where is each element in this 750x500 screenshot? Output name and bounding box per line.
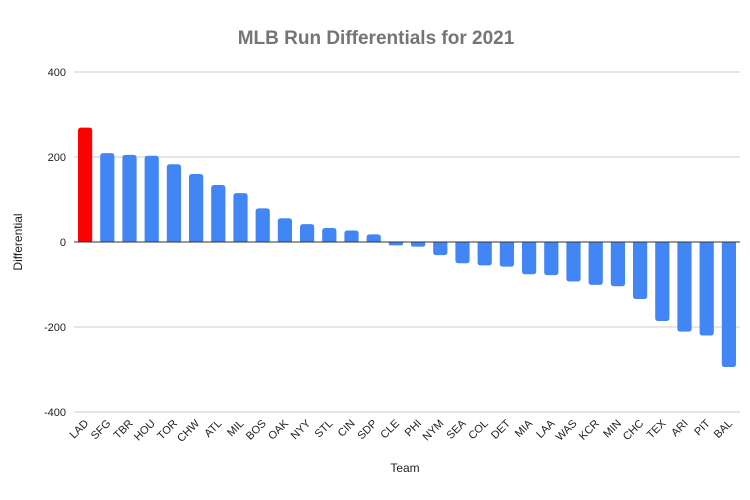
bar-chc bbox=[632, 242, 648, 299]
x-tick-label: PIT bbox=[692, 417, 713, 438]
x-tick-label: BOS bbox=[244, 418, 269, 443]
x-tick-label: HOU bbox=[132, 418, 158, 444]
bar-chw bbox=[188, 174, 204, 242]
bar-pit bbox=[699, 242, 714, 336]
bar-bal bbox=[721, 242, 737, 367]
y-tick-label: 200 bbox=[48, 152, 66, 164]
x-tick-label: LAD bbox=[68, 418, 92, 442]
bar-sea bbox=[455, 242, 470, 264]
x-tick-label: CHC bbox=[621, 418, 646, 443]
x-tick-label: ARI bbox=[669, 418, 690, 439]
bar-hou bbox=[144, 155, 159, 242]
x-tick-label: MIL bbox=[225, 418, 246, 439]
bar-oak bbox=[277, 218, 293, 242]
y-tick-label: 400 bbox=[48, 67, 66, 79]
y-tick-label: 0 bbox=[60, 237, 66, 249]
x-tick-label: SEA bbox=[445, 417, 470, 442]
x-tick-label: CIN bbox=[336, 418, 358, 440]
bar-sfg bbox=[100, 153, 115, 242]
x-tick-label: CLE bbox=[378, 418, 402, 442]
x-tick-label: STL bbox=[313, 418, 336, 441]
chart-title: MLB Run Differentials for 2021 bbox=[238, 28, 515, 49]
y-tick-label: -400 bbox=[44, 407, 66, 419]
x-tick-label: MIN bbox=[601, 418, 624, 441]
bar-laa bbox=[544, 242, 559, 276]
x-tick-label: CHW bbox=[175, 417, 202, 444]
bar-tor bbox=[166, 164, 182, 242]
bar-bos bbox=[255, 208, 270, 242]
x-tick-label: TEX bbox=[645, 417, 669, 441]
bar-col bbox=[477, 242, 492, 266]
bar-cle bbox=[388, 242, 404, 246]
x-tick-label: LAA bbox=[534, 417, 558, 441]
bar-nyy bbox=[299, 224, 315, 242]
bar-sdp bbox=[366, 234, 381, 242]
bar-stl bbox=[322, 227, 337, 242]
bar-min bbox=[610, 242, 626, 287]
bar-mil bbox=[233, 193, 248, 242]
y-tick-label: -200 bbox=[44, 322, 66, 334]
bar-cin bbox=[344, 230, 359, 242]
x-tick-label: ATL bbox=[202, 418, 224, 440]
x-tick-label: DET bbox=[489, 417, 513, 441]
bar-lad bbox=[77, 127, 93, 242]
x-tick-label: SDP bbox=[355, 418, 379, 442]
bar-nym bbox=[433, 242, 448, 256]
x-tick-label: NYM bbox=[421, 418, 447, 444]
bar-tex bbox=[655, 242, 670, 322]
y-axis-ticks: -400 -200 0 200 400 bbox=[44, 67, 66, 419]
x-tick-label: NYY bbox=[289, 417, 314, 442]
bar-atl bbox=[211, 185, 226, 242]
x-axis-label: Team bbox=[390, 461, 419, 475]
bar-was bbox=[566, 242, 581, 282]
x-tick-label: OAK bbox=[266, 417, 291, 442]
x-tick-label: MIA bbox=[513, 417, 536, 440]
bar-phi bbox=[410, 242, 426, 247]
bar-tbr bbox=[122, 154, 137, 242]
x-tick-label: WAS bbox=[554, 418, 580, 444]
x-tick-label: COL bbox=[466, 418, 490, 442]
bar-kcr bbox=[588, 242, 603, 285]
x-tick-label: TBR bbox=[112, 418, 136, 442]
bar-mia bbox=[521, 242, 537, 275]
x-tick-label: KCR bbox=[577, 418, 602, 443]
gridlines bbox=[74, 71, 740, 413]
x-tick-label: BAL bbox=[712, 418, 735, 441]
y-axis-label: Differential bbox=[11, 213, 25, 270]
bar-det bbox=[499, 242, 515, 267]
bars bbox=[77, 127, 737, 367]
x-tick-label: SFG bbox=[89, 418, 113, 442]
bar-ari bbox=[677, 242, 692, 332]
